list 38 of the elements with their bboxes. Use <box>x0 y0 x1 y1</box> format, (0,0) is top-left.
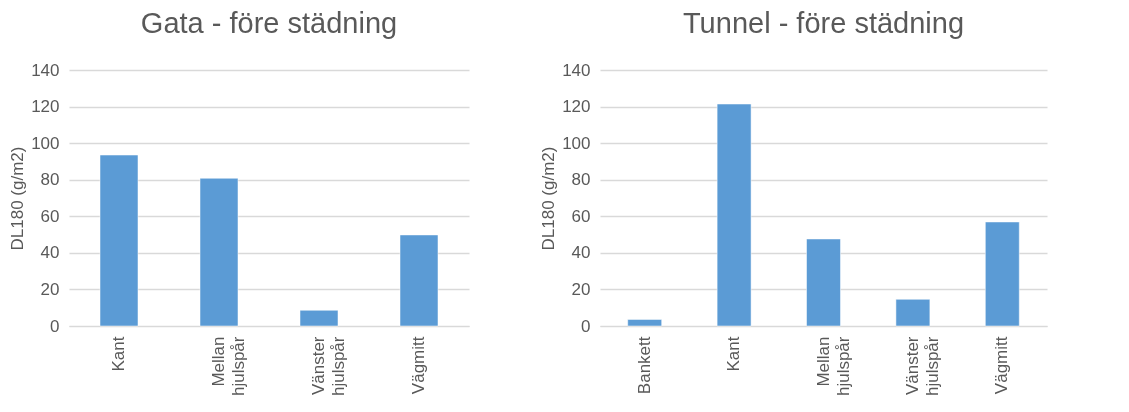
x-tick-label: Vägmitt <box>992 336 1012 395</box>
y-tick-label: 40 <box>40 243 60 263</box>
bar <box>627 318 663 327</box>
bar <box>806 238 841 327</box>
y-tick-label: 100 <box>31 133 60 153</box>
y-tick-label: 0 <box>50 316 60 336</box>
bar <box>199 177 239 327</box>
y-tick-label: 60 <box>40 206 60 226</box>
y-tick-label: 20 <box>40 279 60 299</box>
y-tick-label: 60 <box>571 206 591 226</box>
y-axis-title: DL180 (g/m2) <box>539 146 559 251</box>
x-tick-label: Vägmitt <box>409 336 428 395</box>
x-tick-label: Vänster hjulspår <box>902 336 942 397</box>
x-tick-label: Bankett <box>634 336 654 395</box>
y-tick-label: 0 <box>581 316 591 336</box>
y-tick-label: 40 <box>571 243 591 263</box>
x-tick-label: Vänster hjulspår <box>309 336 348 397</box>
y-tick-label: 140 <box>31 60 60 80</box>
bar <box>716 103 752 327</box>
y-tick-label: 20 <box>571 279 591 299</box>
bar <box>895 298 931 327</box>
bar <box>984 221 1020 327</box>
y-tick-label: 80 <box>571 170 591 190</box>
bar <box>299 309 339 327</box>
x-tick-label: Mellan hjulspår <box>209 336 248 397</box>
y-tick-label: 80 <box>40 170 60 190</box>
y-tick-label: 140 <box>562 60 591 80</box>
y-axis-title: DL180 (g/m2) <box>8 146 28 251</box>
bar <box>399 234 439 327</box>
x-tick-label: Mellan hjulspår <box>813 336 853 397</box>
chart-title: Gata - före städning <box>140 7 398 39</box>
y-tick-label: 100 <box>562 133 591 153</box>
chart-title: Tunnel - före städning <box>682 7 965 39</box>
x-tick-label: Kant <box>109 336 128 372</box>
y-tick-label: 120 <box>31 97 60 117</box>
bar <box>99 154 139 327</box>
x-tick-label: Kant <box>724 336 744 372</box>
y-tick-label: 120 <box>562 97 591 117</box>
